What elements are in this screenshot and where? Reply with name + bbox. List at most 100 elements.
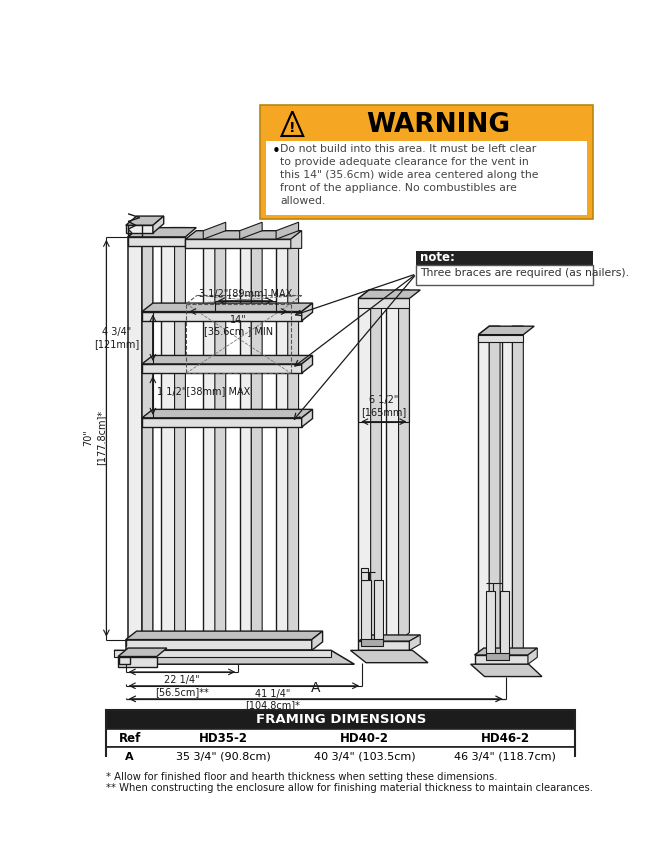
Polygon shape: [118, 648, 167, 656]
Polygon shape: [501, 334, 513, 655]
Polygon shape: [203, 231, 225, 239]
Polygon shape: [126, 631, 323, 640]
Polygon shape: [291, 231, 302, 248]
Polygon shape: [142, 356, 313, 364]
Polygon shape: [358, 299, 370, 641]
Polygon shape: [203, 239, 215, 640]
Polygon shape: [126, 226, 153, 233]
Polygon shape: [361, 568, 368, 580]
Polygon shape: [276, 222, 299, 239]
Polygon shape: [186, 231, 302, 239]
Polygon shape: [501, 326, 523, 334]
Polygon shape: [239, 239, 251, 640]
Polygon shape: [386, 290, 410, 299]
FancyBboxPatch shape: [106, 747, 575, 766]
Polygon shape: [126, 216, 164, 226]
Text: ** When constructing the enclosure allow for finishing material thickness to mai: ** When constructing the enclosure allow…: [106, 783, 593, 793]
Polygon shape: [142, 303, 313, 311]
Polygon shape: [118, 656, 157, 667]
Text: 4 3/4"
[121mm]: 4 3/4" [121mm]: [94, 327, 140, 349]
Polygon shape: [153, 216, 164, 233]
Text: 22 1/4"
[56.5cm]**: 22 1/4" [56.5cm]**: [155, 675, 208, 697]
Polygon shape: [358, 635, 420, 641]
Polygon shape: [276, 231, 299, 239]
Text: Do not build into this area. It must be left clear
to provide adequate clearance: Do not build into this area. It must be …: [280, 144, 539, 207]
Polygon shape: [478, 334, 489, 655]
Polygon shape: [281, 111, 303, 136]
Text: Ref: Ref: [118, 732, 141, 745]
Polygon shape: [239, 231, 262, 239]
Text: A: A: [311, 681, 321, 695]
Polygon shape: [142, 364, 302, 373]
Polygon shape: [251, 231, 262, 640]
Polygon shape: [361, 639, 383, 646]
Polygon shape: [478, 326, 500, 334]
Text: HD40-2: HD40-2: [340, 732, 389, 745]
Polygon shape: [350, 650, 428, 663]
Polygon shape: [128, 227, 153, 237]
Text: note:: note:: [420, 251, 455, 264]
Polygon shape: [475, 648, 537, 655]
Polygon shape: [161, 227, 186, 237]
Polygon shape: [302, 303, 313, 321]
Polygon shape: [386, 299, 398, 641]
Polygon shape: [186, 239, 291, 248]
Polygon shape: [358, 641, 410, 650]
Polygon shape: [128, 237, 186, 246]
Polygon shape: [142, 311, 302, 321]
Polygon shape: [500, 591, 509, 655]
Text: 1 1/2"[38mm] MAX: 1 1/2"[38mm] MAX: [157, 386, 250, 396]
FancyBboxPatch shape: [266, 140, 587, 214]
Polygon shape: [398, 290, 410, 641]
Text: 41 1/4"
[104.8cm]*: 41 1/4" [104.8cm]*: [245, 688, 301, 711]
Polygon shape: [361, 580, 370, 641]
Polygon shape: [128, 237, 142, 640]
FancyBboxPatch shape: [416, 265, 593, 284]
Text: 3 1/2"[89mm] MAX: 3 1/2"[89mm] MAX: [199, 288, 292, 298]
Polygon shape: [288, 231, 299, 640]
Text: 46 3/4" (118.7cm): 46 3/4" (118.7cm): [454, 751, 556, 762]
Polygon shape: [489, 326, 500, 655]
FancyBboxPatch shape: [106, 729, 575, 747]
Polygon shape: [358, 290, 382, 299]
Text: 40 3/4" (103.5cm): 40 3/4" (103.5cm): [314, 751, 415, 762]
Polygon shape: [142, 409, 313, 418]
Polygon shape: [471, 665, 542, 677]
Text: 6 1/2"
[165mm]: 6 1/2" [165mm]: [361, 396, 406, 417]
Polygon shape: [478, 326, 534, 334]
Polygon shape: [119, 656, 130, 665]
Text: HD46-2: HD46-2: [481, 732, 530, 745]
Polygon shape: [128, 227, 196, 237]
Text: Three braces are required (as nailers).: Three braces are required (as nailers).: [420, 268, 629, 277]
Polygon shape: [142, 227, 153, 640]
Polygon shape: [276, 239, 288, 640]
Polygon shape: [203, 222, 225, 239]
Polygon shape: [370, 290, 382, 641]
FancyBboxPatch shape: [416, 251, 593, 265]
Polygon shape: [513, 326, 523, 655]
Polygon shape: [239, 222, 262, 239]
Text: * Allow for finished floor and hearth thickness when setting these dimensions.: * Allow for finished floor and hearth th…: [106, 772, 498, 782]
FancyBboxPatch shape: [106, 711, 575, 729]
Polygon shape: [475, 655, 528, 665]
Polygon shape: [486, 591, 495, 655]
Polygon shape: [478, 334, 523, 342]
Text: 14"
[35.6cm ] MIN: 14" [35.6cm ] MIN: [204, 315, 273, 336]
Polygon shape: [374, 580, 383, 641]
Text: 35 3/4" (90.8cm): 35 3/4" (90.8cm): [176, 751, 271, 762]
Polygon shape: [175, 227, 186, 640]
Text: FRAMING DIMENSIONS: FRAMING DIMENSIONS: [255, 713, 426, 726]
Text: A: A: [125, 751, 134, 762]
Polygon shape: [312, 631, 323, 650]
Polygon shape: [114, 650, 331, 656]
Polygon shape: [358, 290, 420, 299]
Text: 70"
[177.8cm]*: 70" [177.8cm]*: [84, 410, 106, 465]
Polygon shape: [114, 650, 354, 665]
Polygon shape: [358, 299, 410, 308]
Polygon shape: [142, 418, 302, 427]
Text: •: •: [271, 144, 281, 158]
Polygon shape: [302, 356, 313, 373]
Polygon shape: [302, 409, 313, 427]
Polygon shape: [161, 237, 175, 640]
Text: HD35-2: HD35-2: [199, 732, 248, 745]
